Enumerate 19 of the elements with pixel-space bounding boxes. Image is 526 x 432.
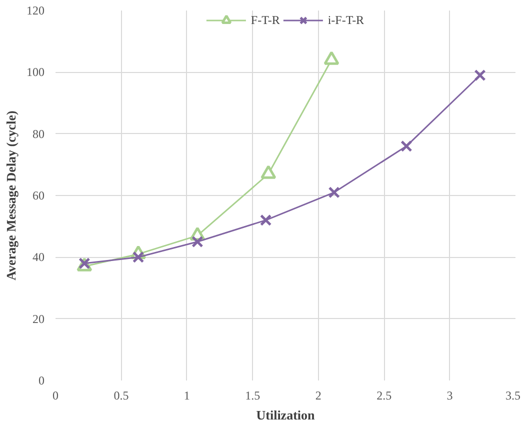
y-axis-title: Average Message Delay (cycle) xyxy=(4,110,18,280)
y-tick-label: 0 xyxy=(38,374,44,388)
y-tick-label: 20 xyxy=(32,312,44,326)
x-tick-label: 0.5 xyxy=(114,388,129,402)
y-tick-label: 80 xyxy=(32,126,44,141)
x-tick-label: 2 xyxy=(315,388,322,402)
x-tick-label: 1.5 xyxy=(245,388,260,402)
legend-label: i-F-T-R xyxy=(328,12,364,28)
y-tick-label: 60 xyxy=(32,188,44,202)
x-tick-label: 3.5 xyxy=(506,388,520,402)
x-tick-label: 0 xyxy=(52,388,58,402)
x-tick-label: 1 xyxy=(184,388,190,402)
y-tick-label: 40 xyxy=(32,250,44,264)
legend-label: F-T-R xyxy=(250,12,280,28)
x-tick-label: 3 xyxy=(446,388,453,402)
x-axis-title: Utilization xyxy=(256,408,316,422)
x-tick-label: 2.5 xyxy=(376,388,392,402)
y-tick-label: 100 xyxy=(26,65,44,80)
y-tick-label: 120 xyxy=(26,4,44,18)
